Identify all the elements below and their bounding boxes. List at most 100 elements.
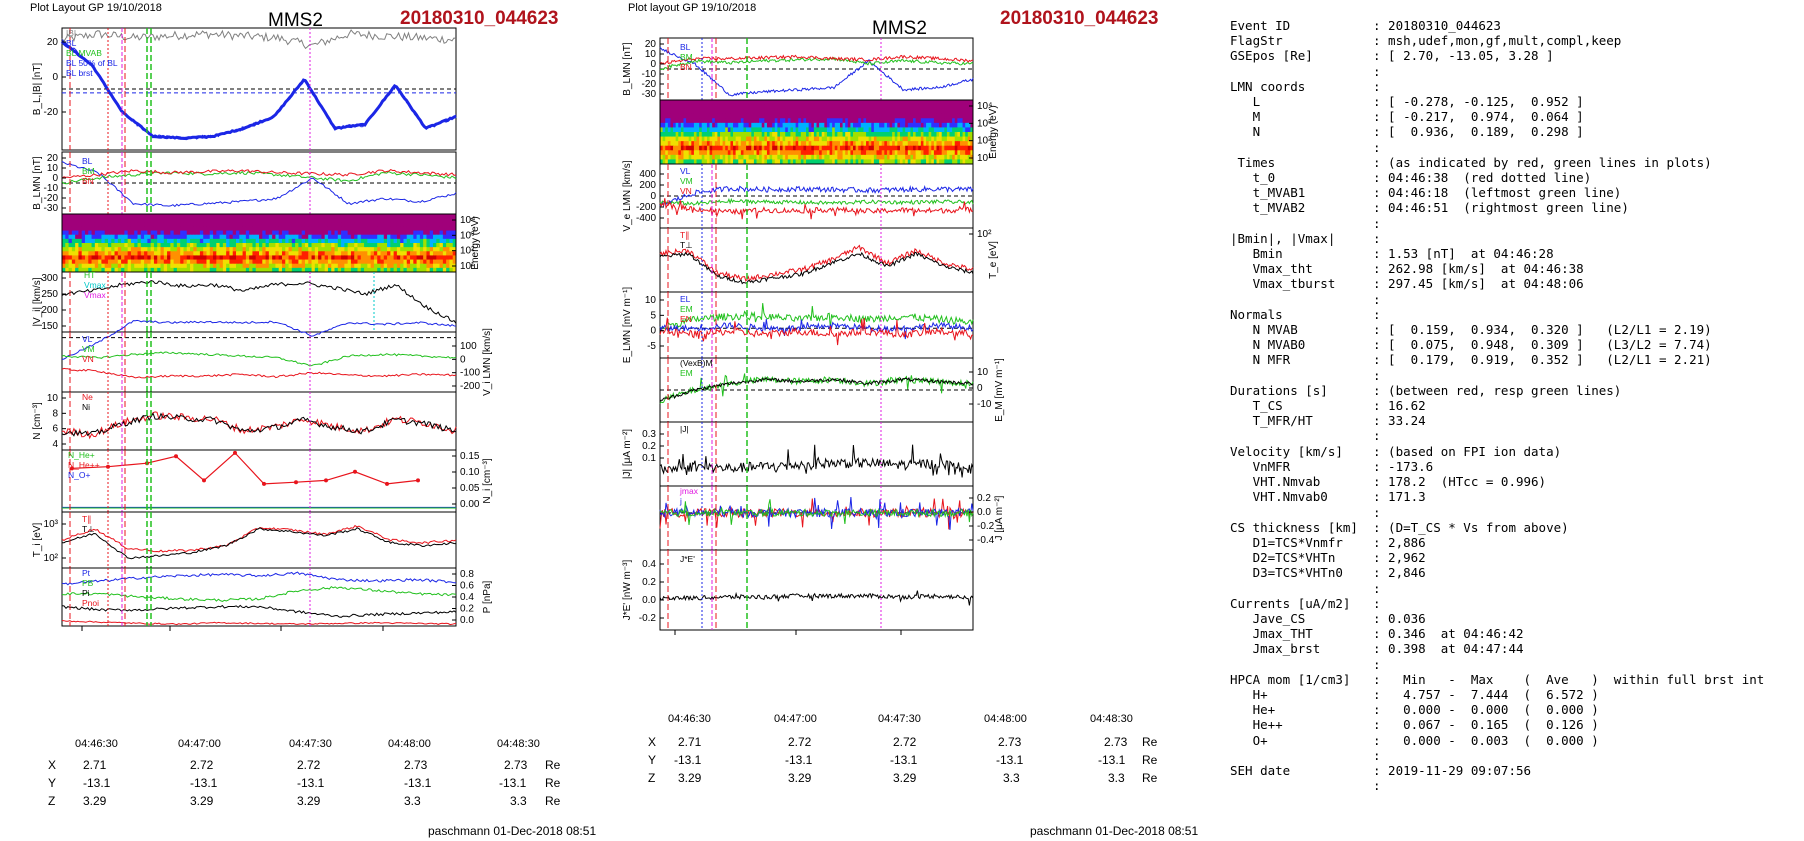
spectrogram-cell [965,109,969,115]
spectrogram-cell [62,243,66,248]
spectrogram-cell [952,159,956,165]
legend-entry: BL [66,38,77,48]
spectrogram-cell [127,238,132,244]
spectrogram-cell [98,251,102,256]
spectrogram-cell [709,113,713,119]
spectrogram-cell [370,259,375,265]
pos-value: 3.3 [1108,771,1125,785]
spectrogram-cell [298,230,303,236]
spectrogram-cell [892,150,896,156]
spectrogram-cell [688,145,692,151]
spectrogram-cell [753,127,758,133]
axis-label: T_i [eV] [32,523,43,558]
spectrogram-cell [275,259,280,265]
spectrogram-cell [970,136,974,142]
spectrogram-cell [367,263,372,269]
spectrogram-cell [686,127,690,133]
spectrogram-cell [845,100,849,106]
spectrogram-cell [259,247,263,252]
spectrogram-cell [727,132,731,138]
spectrogram-cell [190,218,194,223]
spectrogram-cell [798,145,802,151]
spectrogram-cell [304,226,309,232]
spectrogram-cell [853,104,857,110]
spectrogram-cell [743,127,747,133]
spectrogram-cell [811,100,815,106]
spectrogram-cell [347,263,352,269]
y-tick-label: 10⁴ [977,101,992,112]
spectrogram-cell [738,145,742,151]
spectrogram-cell [364,234,368,240]
y-tick-label: -100 [460,368,480,379]
spectrogram-cell [426,259,431,265]
spectrogram-cell [367,230,372,236]
spectrogram-cell [733,136,737,142]
spectrogram-cell [364,259,368,265]
spectrogram-cell [970,145,974,151]
spectrogram-cell [806,159,810,165]
spectrogram-cell [918,159,922,165]
spectrogram-cell [147,214,152,219]
spectrogram-cell [331,222,336,227]
spectrogram-cell [130,251,135,256]
spectrogram-cell [913,136,917,142]
spectrogram-cell [101,263,106,269]
spectrogram-cell [360,230,365,236]
spectrogram-cell [923,113,927,119]
spectrogram-cell [147,247,152,252]
y-tick-label: -20 [44,107,59,118]
spectrogram-cell [111,234,116,240]
spectrogram-cell [137,255,142,261]
spectrogram-cell [719,150,724,156]
spectrogram-cell [920,141,924,147]
info-line: Velocity [km/s] : (based on FPI ion data… [1230,443,1562,459]
spectrogram-cell [772,122,776,128]
spectrogram-cell [928,145,932,151]
spectrogram-cell [678,159,682,165]
spectrogram-cell [926,145,930,151]
spectrogram-cell [344,218,349,223]
spectrogram-cell [738,100,742,106]
spectrogram-cell [304,214,309,219]
spectrogram-cell [832,118,836,124]
spectrogram-cell [426,218,431,223]
spectrogram-cell [446,267,450,273]
spectrogram-cell [265,214,270,219]
spectrogram-cell [941,100,945,106]
spectrogram-cell [78,226,83,232]
spectrogram-cell [894,141,898,147]
spectrogram-cell [163,251,168,256]
spectrogram-cell [446,238,450,244]
spectrogram-cell [272,218,276,223]
spectrogram-cell [853,132,857,138]
spectrogram-cell [855,104,859,110]
spectrogram-cell [834,109,838,115]
spectrogram-cell [920,154,924,160]
spectrogram-cell [962,100,966,106]
spectrogram-cell [748,118,752,124]
spectrogram-cell [813,122,817,128]
spectrogram-cell [946,127,951,133]
spectrogram-cell [761,113,765,119]
spectrogram-cell [907,145,911,151]
spectrogram-cell [78,218,83,223]
spectrogram-cell [785,154,789,160]
spectrogram-cell [824,159,828,165]
y-tick-label: 250 [41,289,58,300]
spectrogram-cell [278,238,283,244]
spectrogram-cell [743,154,747,160]
spectrogram-cell [314,226,319,232]
spectrogram-cell [68,247,73,252]
spectrogram-cell [866,127,870,133]
spectrogram-cell [199,230,204,236]
spectrogram-cell [740,118,744,124]
spectrogram-cell [75,259,79,265]
spectrogram-cell [331,247,336,252]
spectrogram-cell [717,118,721,124]
spectrogram-cell [798,141,802,147]
spectrogram-cell [691,100,695,106]
spectrogram-cell [746,118,750,124]
spectrogram-cell [101,251,106,256]
spectrogram-cell [803,104,807,110]
spectrogram-cell [751,145,755,151]
